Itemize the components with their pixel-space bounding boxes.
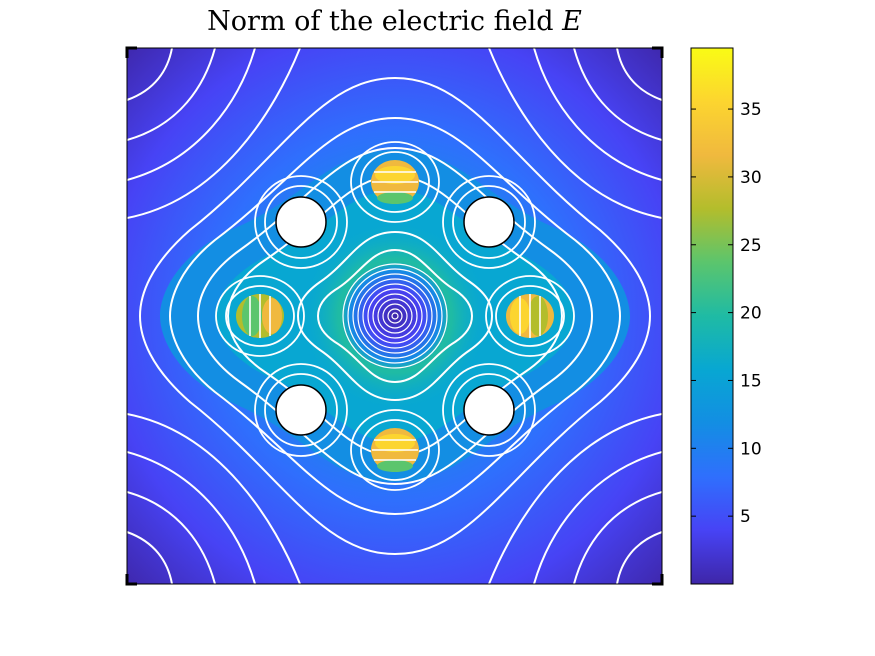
colorbar-gradient: [690, 47, 734, 585]
colorbar-tick-label: 35: [740, 100, 762, 120]
title-symbol: E: [562, 6, 582, 37]
colorbar-ticks: 5 10 15 20 25 30 35: [691, 100, 762, 527]
colorbar-tick-label: 25: [740, 236, 762, 256]
colorbar-tick-label: 15: [740, 371, 762, 391]
lobe-contours: [215, 141, 575, 491]
plot-frame: [125, 46, 664, 586]
central-conductor: [341, 262, 449, 370]
colorbar: 5 10 15 20 25 30 35: [690, 47, 762, 585]
colorbar-tick-label: 5: [740, 507, 751, 527]
title-text: Norm of the electric field: [207, 6, 554, 37]
heatmap-field: [127, 48, 662, 584]
plot-title: Norm of the electric field E: [127, 6, 662, 37]
colorbar-tick-label: 30: [740, 168, 762, 188]
colorbar-tick-label: 20: [740, 304, 762, 324]
colorbar-tick-label: 10: [740, 439, 762, 459]
conductor-holes: [275, 196, 515, 436]
contour-lines: [127, 48, 662, 584]
hot-lobes: [236, 160, 554, 472]
